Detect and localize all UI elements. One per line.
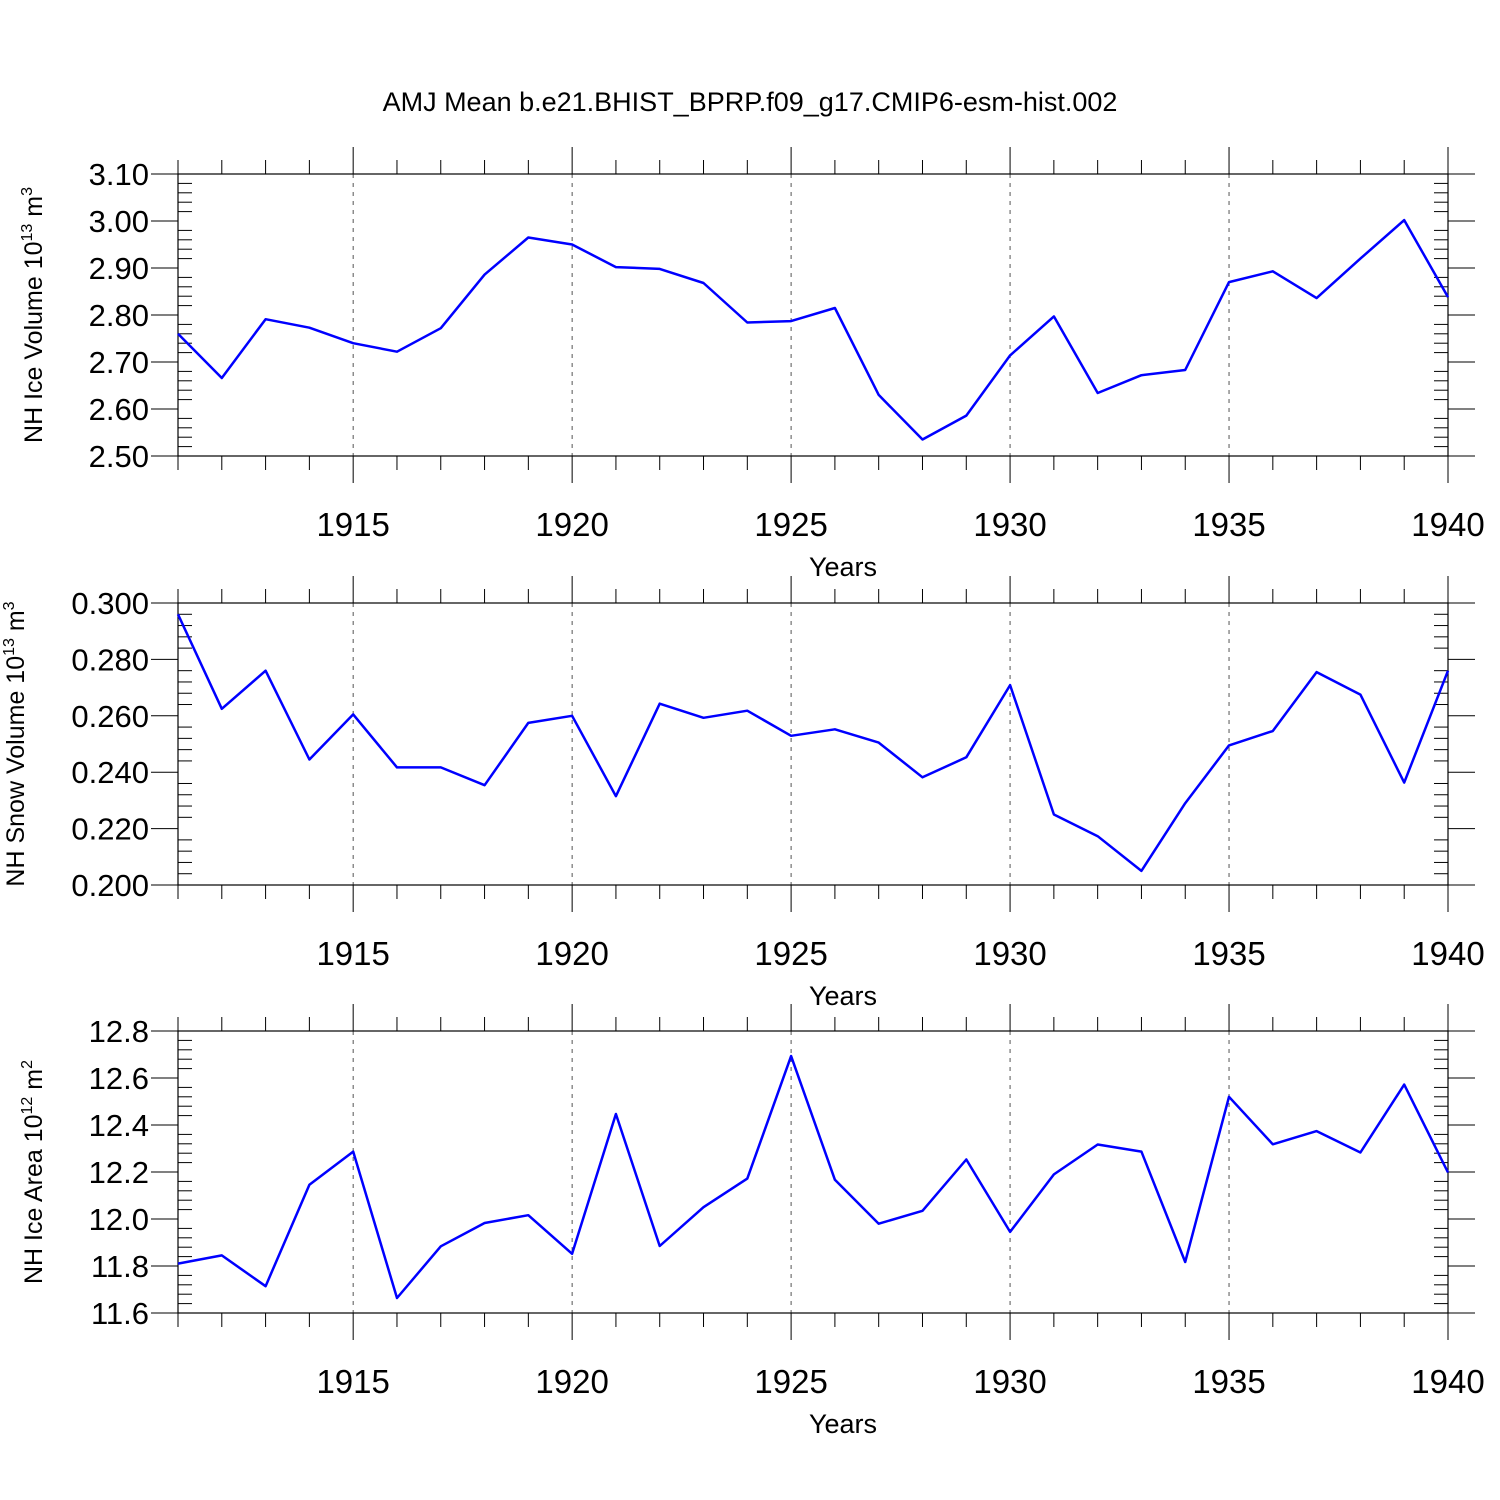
ice-volume-x-tick-label: 1925: [754, 506, 827, 543]
ice-volume-y-tick-label: 3.10: [89, 157, 149, 192]
ice-volume-x-tick-label: 1935: [1192, 506, 1265, 543]
ice-area-y-tick-label: 12.6: [89, 1061, 149, 1096]
ice-area-y-tick-label: 11.6: [91, 1296, 149, 1331]
ice-volume-y-tick-label: 3.00: [89, 204, 149, 239]
ice-area-x-tick-label: 1930: [973, 1363, 1046, 1400]
ice-volume-y-axis-label-part: 3: [19, 187, 36, 196]
ice-volume-y-tick-label: 2.70: [89, 345, 149, 380]
ice-area-x-tick-label: 1925: [754, 1363, 827, 1400]
ice-volume-x-tick-label: 1920: [535, 506, 608, 543]
ice-area-y-axis-label-part: NH Ice Area 10: [20, 1114, 48, 1284]
snow-volume-y-tick-label: 0.240: [71, 755, 149, 790]
snow-volume-series-line: [176, 613, 1450, 873]
ice-area-y-tick-label: 12.0: [89, 1202, 149, 1237]
ice-area-y-axis-label: NH Ice Area 1012 m2: [19, 1060, 48, 1284]
snow-volume-y-tick-label: 0.200: [71, 868, 149, 903]
snow-volume-y-axis-label-part: 13: [1, 638, 18, 656]
ice-area-series-line: [177, 1054, 1450, 1300]
snow-volume-y-axis-label-part: m: [2, 610, 30, 638]
ice-volume-x-axis-label: Years: [809, 552, 877, 582]
ice-area-frame: [177, 1030, 1449, 1314]
ice-volume-x-tick-label: 1940: [1411, 506, 1484, 543]
ice-volume-y-tick-label: 2.60: [89, 392, 149, 427]
ice-area-x-tick-label: 1920: [535, 1363, 608, 1400]
ice-volume-x-tick-label: 1915: [316, 506, 389, 543]
panel-snow-volume: 0.200 0.220 0.240 0.260 0.280 0.300 1915 1920 19…: [1, 576, 1485, 1011]
ice-area-x-tick-label: 1935: [1192, 1363, 1265, 1400]
panel-ice-area: 11.6 11.8 12.0 12.2 12.4 12.6 12.8 1915 1920 1925…: [19, 1004, 1485, 1439]
snow-volume-x-tick-label: 1940: [1411, 935, 1484, 972]
ice-volume-y-tick-label: 2.80: [89, 298, 149, 333]
snow-volume-y-tick-label: 0.260: [71, 699, 149, 734]
snow-volume-frame: [177, 602, 1449, 886]
snow-volume-x-tick-label: 1915: [316, 935, 389, 972]
ice-area-y-axis-label-part: m: [20, 1069, 48, 1097]
ice-volume-y-axis-label-part: NH Ice Volume 10: [20, 241, 48, 443]
ice-volume-x-tick-label: 1930: [973, 506, 1046, 543]
panel-ice-volume: 2.50 2.60 2.70 2.80 2.90 3.00 3.10 1915 1920 1925…: [19, 147, 1485, 582]
ice-volume-y-axis-label-part: 13: [19, 224, 36, 242]
chart-title: AMJ Mean b.e21.BHIST_BPRP.f09_g17.CMIP6-…: [383, 87, 1118, 117]
snow-volume-x-tick-label: 1925: [754, 935, 827, 972]
ice-area-y-axis-label-part: 12: [19, 1097, 36, 1115]
ice-volume-y-axis-label: NH Ice Volume 1013 m3: [19, 187, 48, 443]
ice-area-y-tick-label: 12.2: [89, 1155, 149, 1190]
snow-volume-y-axis-label-part: NH Snow Volume 10: [2, 656, 30, 887]
snow-volume-y-tick-label: 0.300: [71, 586, 149, 621]
ice-area-x-axis-label: Years: [809, 1409, 877, 1439]
snow-volume-y-tick-label: 0.280: [71, 642, 149, 677]
snow-volume-x-tick-label: 1920: [535, 935, 608, 972]
ice-area-y-axis-label-part: 2: [19, 1060, 36, 1069]
snow-volume-x-axis-label: Years: [809, 981, 877, 1011]
snow-volume-y-tick-label: 0.220: [71, 812, 149, 847]
ice-volume-y-tick-label: 2.90: [89, 251, 149, 286]
ice-area-x-tick-label: 1940: [1411, 1363, 1484, 1400]
snow-volume-y-axis-label-part: 3: [1, 601, 18, 610]
ice-volume-y-axis-label-part: m: [20, 196, 48, 224]
ice-area-x-tick-label: 1915: [316, 1363, 389, 1400]
snow-volume-x-tick-label: 1930: [973, 935, 1046, 972]
ice-volume-series-line: [177, 218, 1450, 441]
ice-area-y-tick-label: 12.4: [89, 1108, 149, 1143]
ice-area-y-tick-label: 12.8: [89, 1014, 149, 1049]
snow-volume-x-tick-label: 1935: [1192, 935, 1265, 972]
ice-volume-y-tick-label: 2.50: [89, 439, 149, 474]
ice-area-y-tick-label: 11.8: [91, 1249, 149, 1284]
snow-volume-y-axis-label: NH Snow Volume 1013 m3: [1, 601, 30, 886]
